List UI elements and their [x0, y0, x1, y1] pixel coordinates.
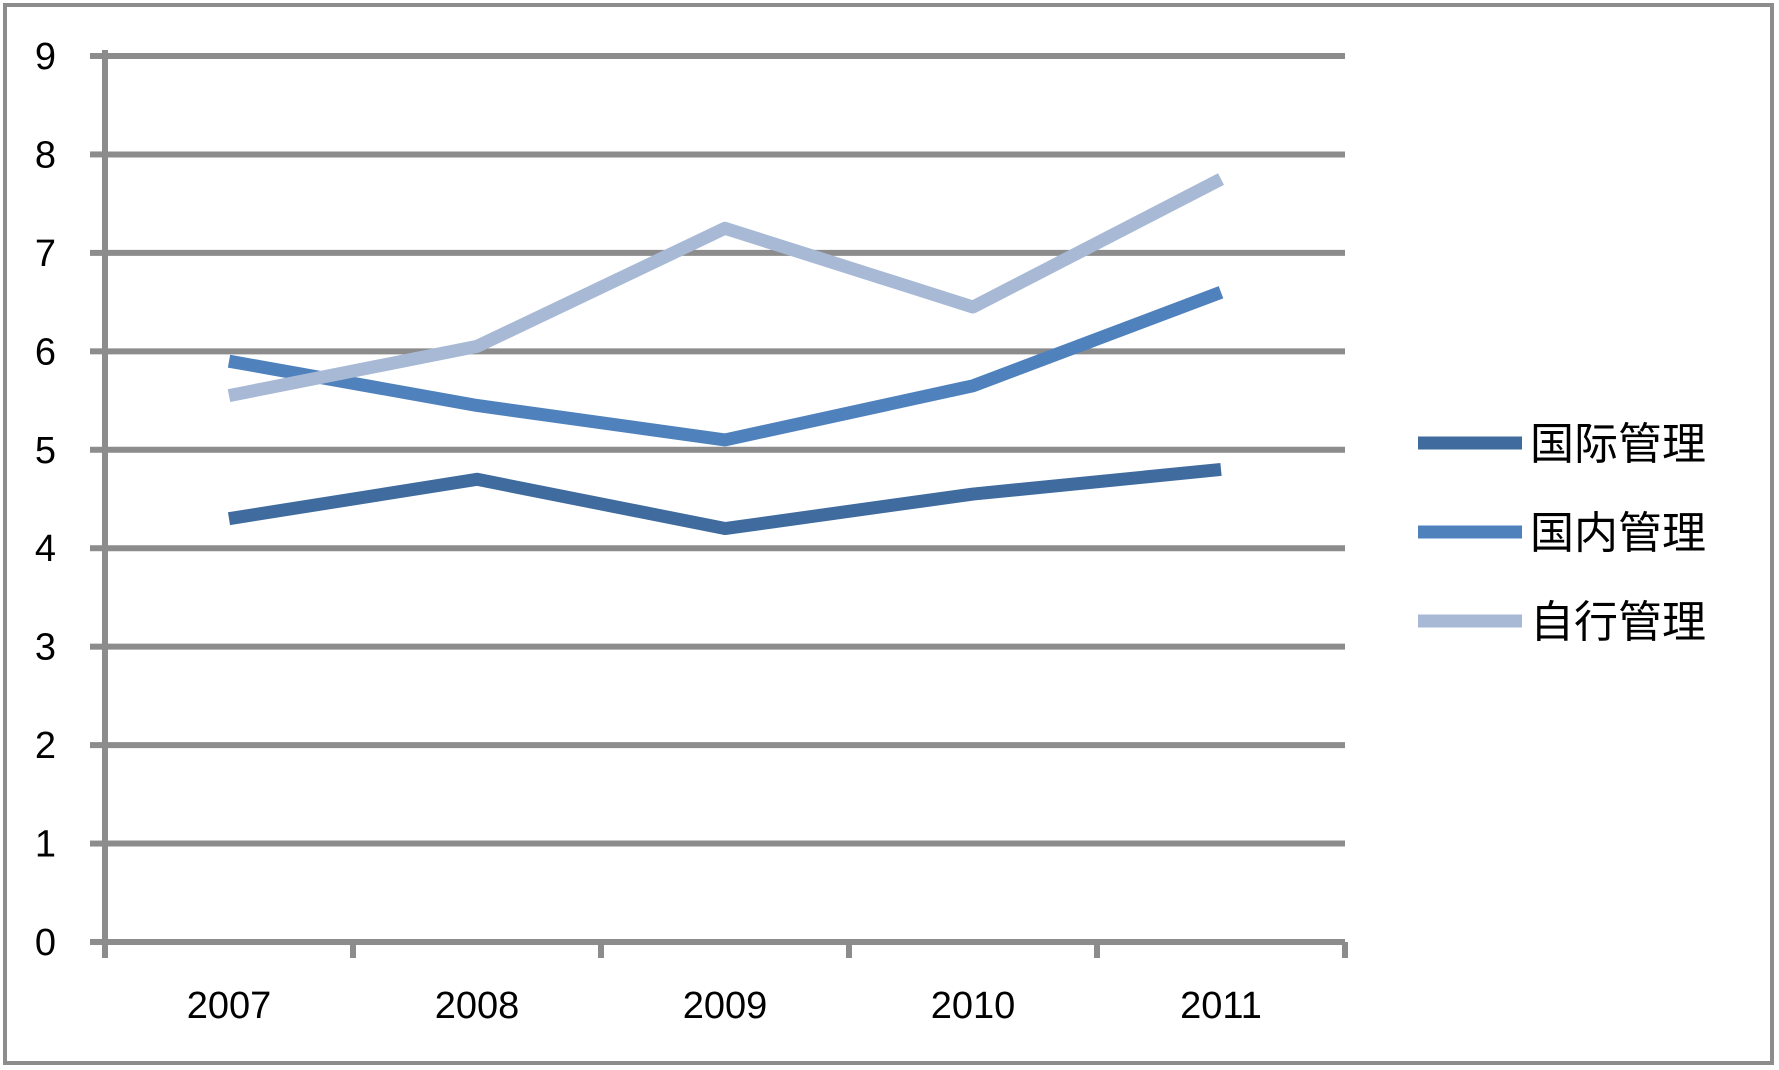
y-tick-label: 6 [35, 331, 56, 373]
legend-label: 自行管理 [1530, 597, 1706, 648]
y-tick-label: 9 [35, 36, 56, 78]
axes [90, 50, 1348, 958]
legend-label: 国内管理 [1530, 508, 1706, 559]
x-tick-label: 2009 [683, 985, 768, 1027]
x-tick-label: 2010 [931, 985, 1016, 1027]
gridlines [105, 53, 1345, 847]
series-line-2 [227, 286, 1224, 447]
y-tick-label: 8 [35, 134, 56, 176]
y-tick-labels: 0 1 2 3 4 5 6 7 8 9 [35, 36, 56, 964]
y-tick-label: 3 [35, 627, 56, 669]
x-tick-labels: 2007 2008 2009 2010 2011 [187, 985, 1262, 1027]
y-tick-label: 0 [35, 922, 56, 964]
y-tick-label: 7 [35, 233, 56, 275]
x-tick-label: 2008 [435, 985, 520, 1027]
y-tick-label: 1 [35, 824, 56, 866]
legend-label: 国际管理 [1530, 419, 1706, 470]
y-tick-label: 2 [35, 725, 56, 767]
y-tick-label: 5 [35, 430, 56, 472]
series-lines [227, 173, 1224, 536]
x-tick-label: 2007 [187, 985, 272, 1027]
y-tick-label: 4 [35, 528, 56, 570]
series-line-3 [227, 173, 1224, 403]
series-line-1 [227, 462, 1222, 536]
x-tick-label: 2011 [1180, 985, 1262, 1027]
